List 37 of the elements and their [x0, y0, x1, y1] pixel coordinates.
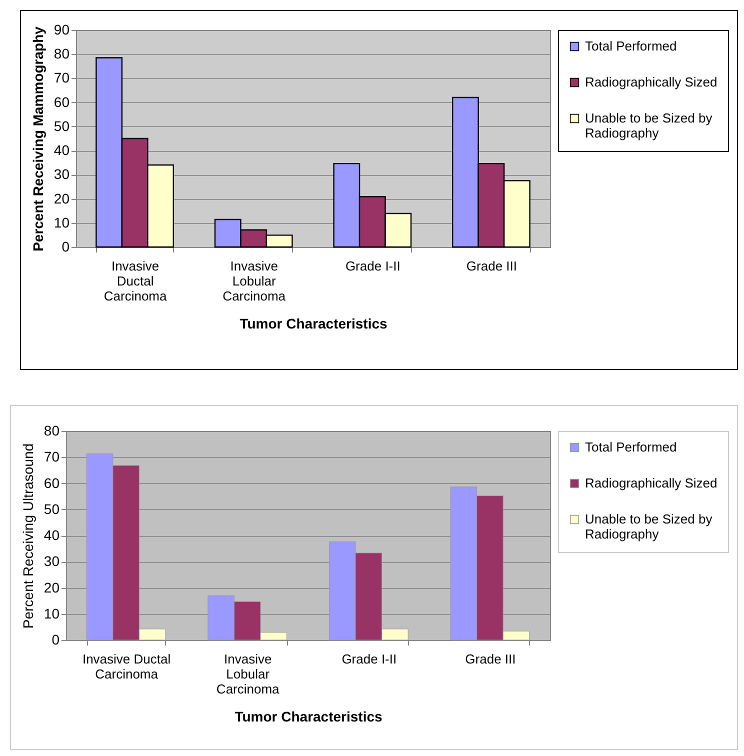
y-tick-label: 40: [44, 527, 60, 543]
y-tick-label: 90: [54, 22, 70, 38]
y-tick-label: 10: [44, 605, 60, 622]
y-tick-label: 40: [54, 142, 70, 158]
legend-label: Total Performed: [585, 440, 677, 454]
x-tick-label: Invasive Ductal Carcinoma: [104, 258, 168, 304]
x-axis-title: Tumor Characteristics: [234, 708, 382, 724]
y-tick-label: 30: [54, 166, 70, 182]
x-tick-label: Invasive Ductal Carcinoma: [82, 652, 171, 682]
legend-label: Radiographically Sized: [585, 74, 718, 90]
y-tick-label: 50: [54, 118, 70, 134]
y-axis-title: Percent Receiving Mammography: [30, 26, 46, 252]
legend-label: Radiographically Sized: [585, 476, 718, 490]
x-tick-label: Invasive Lobular Carcinoma: [222, 258, 286, 304]
legend-label: Unable to be Sized by Radiography: [585, 110, 713, 140]
y-tick-label: 80: [44, 422, 60, 438]
legend-label: Unable to be Sized by Radiography: [585, 512, 713, 542]
x-tick-label: Grade I-II: [345, 258, 400, 274]
y-tick-label: 30: [44, 553, 60, 570]
y-axis-title: Percent Receiving Ultrasound: [20, 443, 36, 629]
x-tick-label: Grade III: [465, 652, 516, 666]
y-tick-label: 0: [52, 632, 60, 648]
y-tick-label: 60: [44, 474, 60, 491]
x-tick-label: Grade I-II: [342, 652, 397, 666]
y-tick-label: 20: [54, 190, 70, 206]
y-tick-label: 70: [44, 448, 60, 465]
y-tick-label: 70: [54, 70, 70, 86]
y-tick-label: 0: [62, 238, 70, 254]
x-tick-label: Grade III: [466, 258, 517, 274]
legend-label: Total Performed: [585, 38, 677, 54]
x-axis-title: Tumor Characteristics: [240, 316, 388, 332]
y-tick-label: 10: [54, 214, 70, 230]
x-tick-label: Invasive Lobular Carcinoma: [216, 652, 280, 696]
y-tick-label: 20: [44, 579, 60, 596]
y-tick-label: 50: [44, 500, 60, 517]
y-tick-label: 80: [54, 46, 70, 62]
y-tick-label: 60: [54, 94, 70, 110]
